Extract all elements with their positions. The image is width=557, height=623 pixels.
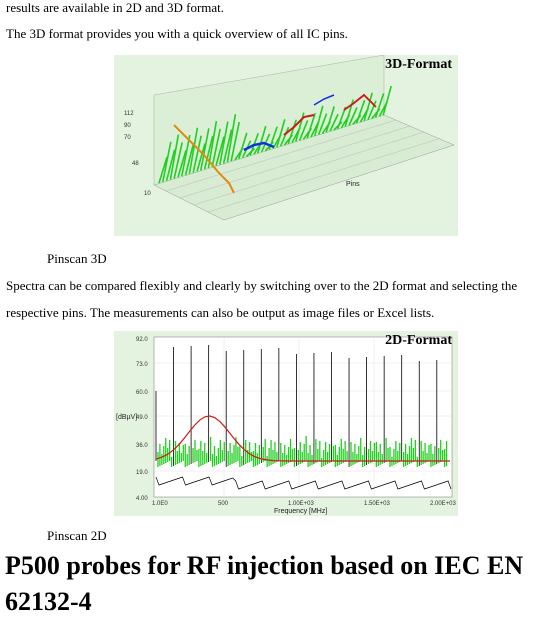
spectrum-noise-floor [155, 476, 452, 490]
paragraph-line: The 3D format provides you with a quick … [6, 26, 348, 41]
spectrum-ridge-stroke [173, 142, 183, 179]
figure-3d-title: 3D-Format [385, 57, 452, 72]
spectrum-ridge-stroke [211, 128, 221, 168]
paragraph-line: respective pins. The measurements can al… [6, 305, 435, 320]
spectrum-ridge-stroke [317, 113, 328, 135]
spectrum-ridge-stroke [238, 132, 248, 160]
xtick-label: 1.0E0 [152, 501, 168, 507]
pins-axis-label: Pins [346, 181, 360, 188]
spectrum-ridge-stroke [222, 129, 233, 164]
spectrum-ridge-stroke [298, 120, 309, 141]
spectrum-ridge-stroke [314, 105, 324, 137]
spectrum-spikes-2d [155, 345, 452, 490]
spectrum-ridge-stroke [200, 128, 210, 171]
svg-text:112: 112 [124, 111, 134, 117]
spectrum-ridge-stroke [382, 85, 392, 116]
spectrum-ridge-stroke [162, 141, 172, 183]
spectrum-envelope [155, 415, 450, 462]
spectrum-ridge-stroke [230, 121, 240, 162]
paragraph-line: Spectra can be compared flexibly and cle… [6, 278, 518, 293]
spectrum-ridge-stroke [363, 92, 373, 122]
spectrum-ridge-stroke [181, 134, 191, 177]
xtick-label: 1.50E+03 [364, 501, 391, 507]
spectrum-ridge-stroke [177, 150, 187, 178]
svg-text:48: 48 [132, 161, 139, 167]
figure-2d-title: 2D-Format [385, 333, 452, 348]
spectrum-ridge-stroke [203, 136, 214, 170]
spectrum-ridge-stroke [226, 114, 237, 163]
ytick-label: 36.0 [136, 443, 148, 449]
spectrum-ridge-stroke [276, 119, 286, 148]
spectrum-ridge-stroke [325, 106, 335, 133]
ytick-label: 49.0 [136, 415, 148, 421]
ytick-label: 73.0 [136, 362, 148, 368]
spectrum-ridge-stroke [279, 126, 290, 147]
spectrum-ridge-stroke [169, 134, 180, 180]
svg-text:90: 90 [124, 123, 131, 129]
spectrum-ridge-stroke [336, 106, 347, 130]
spectrum-ridge-stroke [306, 112, 316, 139]
spectrum-ridge-stroke [219, 121, 229, 165]
spectrum-ridge-stroke [367, 100, 377, 121]
spectrum-ridge-stroke [192, 135, 202, 173]
spectrum-ridges-3d [158, 85, 392, 184]
spectrum-ridge-stroke [196, 143, 206, 172]
spectrum-ridge-stroke [355, 99, 366, 124]
xtick-label: 2.00E+03 [430, 501, 457, 507]
svg-text:70: 70 [124, 135, 131, 141]
figure-caption-2d: Pinscan 2D [47, 528, 107, 543]
spectrum-ridge-stroke [188, 127, 199, 174]
pinscan-2d-image: 92.0 73.0 60.0 49.0 36.0 19.0 4.00 [dBµV… [114, 331, 458, 516]
spectrum-ridge-stroke [374, 93, 385, 118]
spectrum-ridge-stroke [207, 120, 218, 169]
spectrum-ridge-stroke [348, 107, 358, 126]
spectrum-ridge-stroke [329, 113, 339, 132]
spectrum-ridge-stroke [287, 119, 297, 145]
spectrum-ridge-stroke [165, 149, 176, 181]
figure-caption-3d: Pinscan 3D [47, 251, 107, 266]
y-axis-label: [dBµV] [116, 414, 137, 421]
xtick-label: 1.00E+03 [288, 501, 315, 507]
ytick-label: 92.0 [136, 337, 148, 343]
pinscan-3d-image: Pins 112 90 70 48 10 3D-Format [114, 55, 458, 236]
section-heading: P500 probes for RF injection based on IE… [5, 551, 524, 616]
spectrum-ridge-stroke [158, 156, 168, 184]
ytick-label: 4.00 [136, 496, 148, 502]
xtick-label: 500 [218, 501, 229, 507]
ytick-label: 60.0 [136, 390, 148, 396]
paragraph-line: results are available in 2D and 3D forma… [6, 0, 225, 15]
pinscan-2d-plot: 92.0 73.0 60.0 49.0 36.0 19.0 4.00 [dBµV… [116, 336, 457, 515]
pinscan-3d-plot: Pins 112 90 70 48 10 [124, 55, 455, 221]
spectrum-ridge-stroke [257, 125, 267, 154]
x-axis-label: Frequency [MHz] [274, 508, 327, 515]
ytick-label: 19.0 [136, 470, 148, 476]
spectrum-ridge-stroke [184, 142, 195, 176]
svg-text:10: 10 [144, 191, 151, 197]
spectrum-ridge-stroke [215, 136, 225, 166]
